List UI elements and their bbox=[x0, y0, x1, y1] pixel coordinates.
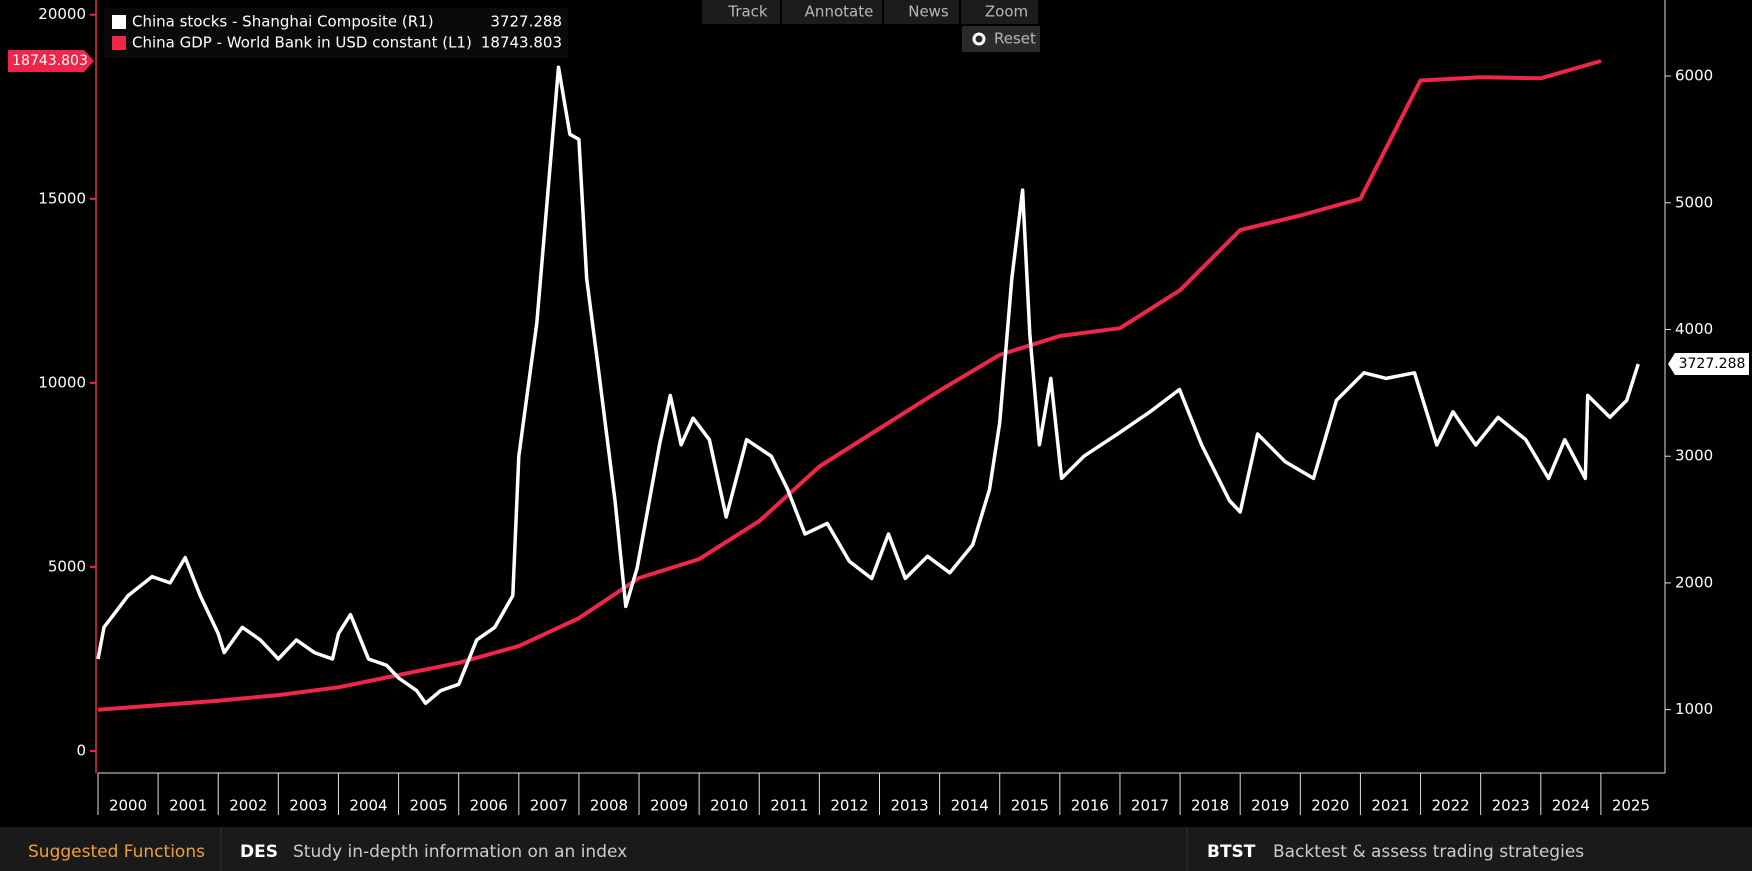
x-tick-label: 2019 bbox=[1251, 797, 1289, 815]
y-tick-label: 5000 bbox=[48, 557, 86, 575]
x-tick-label: 2020 bbox=[1311, 797, 1349, 815]
value-tag-label: 3727.288 bbox=[1679, 356, 1746, 372]
x-tick-label: 2004 bbox=[349, 797, 387, 815]
y-tick-label: 20000 bbox=[38, 5, 86, 23]
value-tag bbox=[1668, 353, 1749, 376]
toolbar-button-label[interactable]: Track bbox=[727, 3, 768, 21]
x-tick-label: 2011 bbox=[770, 797, 808, 815]
toolbar-button-label[interactable]: Zoom bbox=[985, 3, 1028, 21]
legend-swatch bbox=[112, 36, 126, 50]
x-tick-label: 2018 bbox=[1191, 797, 1229, 815]
x-tick-label: 2024 bbox=[1552, 797, 1590, 815]
x-tick-label: 2025 bbox=[1612, 797, 1650, 815]
legend-label: China stocks - Shanghai Composite (R1) bbox=[132, 13, 434, 31]
x-tick-label: 2022 bbox=[1432, 797, 1470, 815]
toolbar-button[interactable] bbox=[961, 0, 1038, 24]
x-tick-label: 2008 bbox=[590, 797, 628, 815]
legend-box bbox=[104, 8, 568, 58]
y-tick-label: 15000 bbox=[38, 189, 86, 207]
legend-value: 3727.288 bbox=[490, 13, 562, 31]
toolbar-button-label[interactable]: Annotate bbox=[805, 3, 874, 21]
x-tick-label: 2006 bbox=[470, 797, 508, 815]
footer-code[interactable]: BTST bbox=[1207, 842, 1256, 862]
x-tick-label: 2010 bbox=[710, 797, 748, 815]
value-tag bbox=[8, 49, 94, 72]
y-tick-label: 10000 bbox=[38, 373, 86, 391]
x-tick-label: 2003 bbox=[289, 797, 327, 815]
y2-tick-label: 3000 bbox=[1675, 447, 1713, 465]
legend-label: China GDP - World Bank in USD constant (… bbox=[132, 34, 472, 52]
value-tag-label: 18743.803 bbox=[12, 53, 88, 69]
x-tick-label: 2012 bbox=[830, 797, 868, 815]
x-tick-label: 2002 bbox=[229, 797, 267, 815]
x-tick-label: 2015 bbox=[1011, 797, 1049, 815]
x-tick-label: 2007 bbox=[530, 797, 568, 815]
reset-label[interactable]: Reset bbox=[994, 30, 1036, 48]
y2-tick-label: 5000 bbox=[1675, 193, 1713, 211]
footer-heading: Suggested Functions bbox=[28, 842, 205, 862]
legend-value: 18743.803 bbox=[481, 34, 562, 52]
series-line bbox=[97, 59, 1602, 712]
footer-code[interactable]: DES bbox=[240, 842, 278, 862]
footer-text[interactable]: Study in-depth information on an index bbox=[293, 842, 627, 862]
x-tick-label: 2017 bbox=[1131, 797, 1169, 815]
y-tick-label: 0 bbox=[76, 741, 86, 759]
toolbar-button[interactable] bbox=[884, 0, 959, 24]
y2-tick-label: 6000 bbox=[1675, 67, 1713, 85]
x-tick-label: 2021 bbox=[1371, 797, 1409, 815]
toolbar-button[interactable] bbox=[782, 0, 882, 24]
x-tick-label: 2014 bbox=[951, 797, 989, 815]
y2-tick-label: 1000 bbox=[1675, 700, 1713, 718]
footer-bar bbox=[0, 827, 1752, 871]
y2-tick-label: 2000 bbox=[1675, 573, 1713, 591]
reset-icon bbox=[972, 32, 986, 46]
x-tick-label: 2001 bbox=[169, 797, 207, 815]
x-tick-label: 2013 bbox=[890, 797, 928, 815]
toolbar-button-label[interactable]: News bbox=[908, 3, 949, 21]
x-tick-label: 2009 bbox=[650, 797, 688, 815]
toolbar-button[interactable] bbox=[702, 0, 780, 24]
x-tick-label: 2005 bbox=[410, 797, 448, 815]
series-line bbox=[96, 65, 1640, 706]
x-tick-label: 2000 bbox=[109, 797, 147, 815]
x-tick-label: 2016 bbox=[1071, 797, 1109, 815]
y2-tick-label: 4000 bbox=[1675, 320, 1713, 338]
legend-swatch bbox=[112, 15, 126, 29]
x-tick-label: 2023 bbox=[1492, 797, 1530, 815]
footer-text[interactable]: Backtest & assess trading strategies bbox=[1273, 842, 1584, 862]
